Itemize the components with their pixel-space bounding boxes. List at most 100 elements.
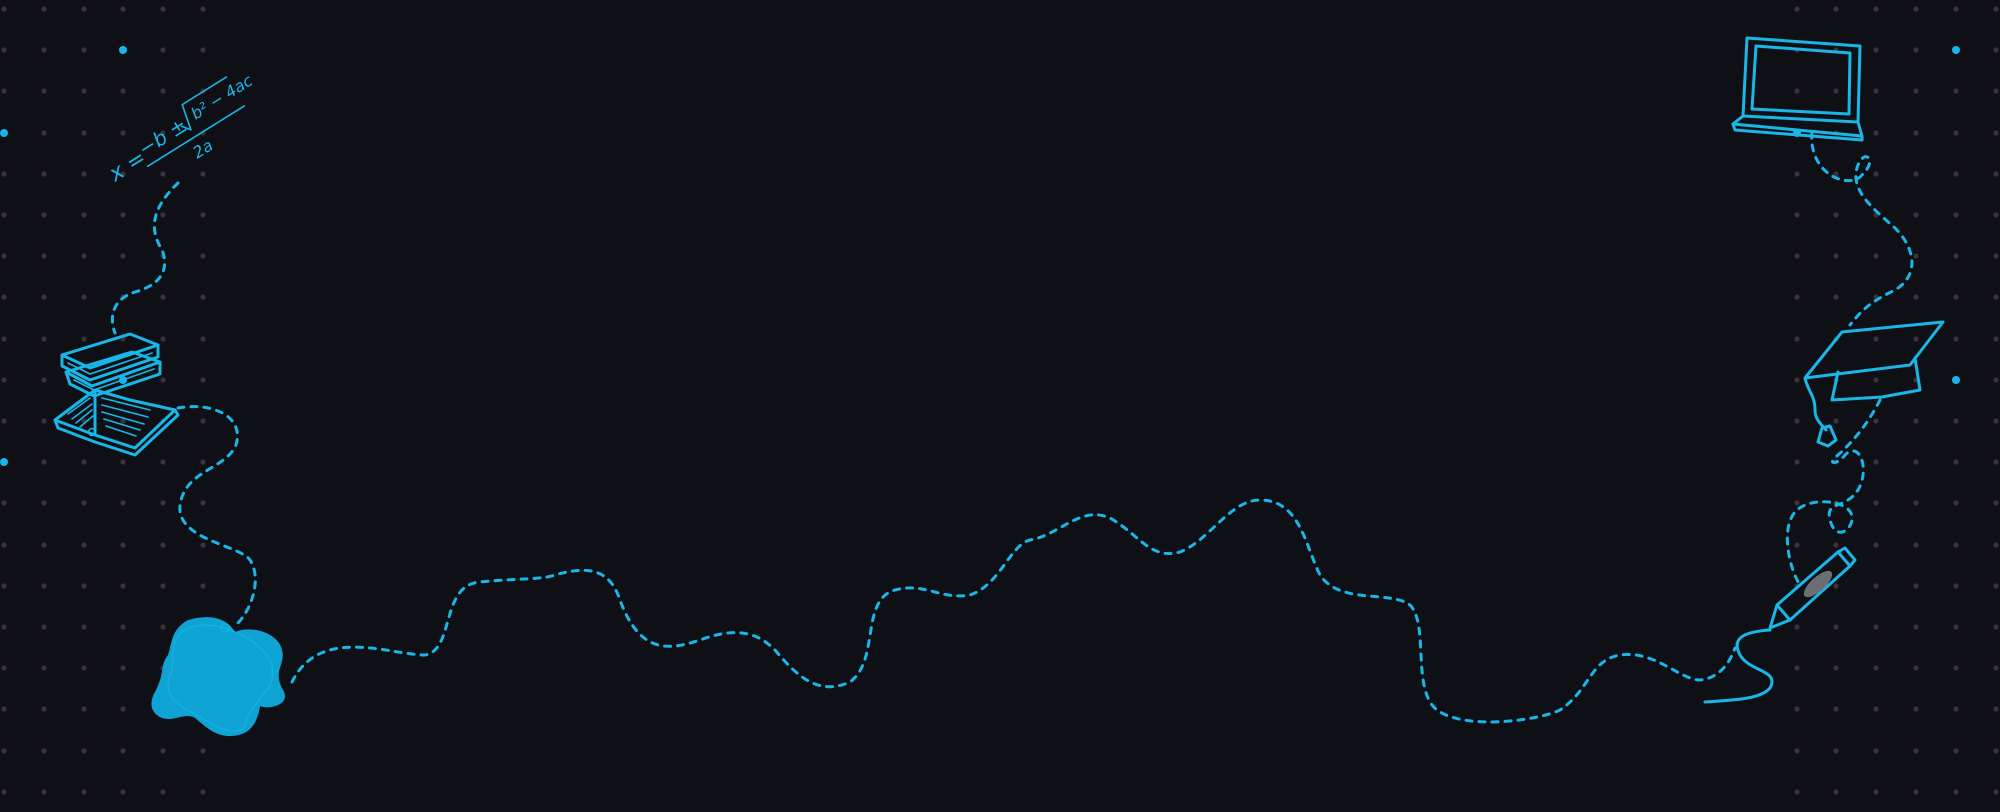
- grid-dot: [120, 88, 126, 94]
- grid-dot: [1953, 624, 1959, 630]
- grid-dot: [41, 212, 47, 218]
- stacked-books-icon: [60, 332, 162, 398]
- grid-dot: [1, 500, 7, 506]
- dashed-trail-formula-books: [111, 181, 180, 335]
- grid-dot: [1833, 789, 1839, 795]
- grid-dot: [160, 459, 166, 465]
- grid-dot: [160, 336, 166, 342]
- grid-dot: [1833, 542, 1839, 548]
- grid-dot: [1794, 624, 1800, 630]
- grid-dot: [41, 583, 47, 589]
- grid-dot: [1913, 212, 1919, 218]
- grid-dot: [200, 418, 206, 424]
- grid-dot: [1953, 748, 1959, 754]
- grid-dot: [200, 377, 206, 383]
- grid-dot: [1993, 789, 1999, 795]
- grid-dot: [1993, 47, 1999, 53]
- grid-dot: [1873, 130, 1879, 136]
- grid-dot: [1, 748, 7, 754]
- grid-dot: [1953, 6, 1959, 12]
- grid-dot-highlight: [0, 129, 8, 137]
- grid-dot: [1794, 665, 1800, 671]
- grid-dot: [1953, 706, 1959, 712]
- grid-dot: [160, 789, 166, 795]
- grid-dot: [1, 336, 7, 342]
- grid-dot: [1993, 624, 1999, 630]
- quadratic-formula-doodle: x = −b ± b² − 4ac 2a: [104, 71, 256, 188]
- grid-dot: [1, 706, 7, 712]
- grid-dot: [1913, 47, 1919, 53]
- grid-dot: [1873, 748, 1879, 754]
- grid-dot: [41, 500, 47, 506]
- grid-dot: [1953, 789, 1959, 795]
- grid-dot: [81, 789, 87, 795]
- grid-dot: [1913, 542, 1919, 548]
- grid-dot: [1833, 171, 1839, 177]
- grid-dot: [1993, 6, 1999, 12]
- grid-dot: [1913, 171, 1919, 177]
- grid-dot: [1993, 377, 1999, 383]
- grid-dot: [120, 500, 126, 506]
- grid-dot: [41, 6, 47, 12]
- crayon-icon: [1703, 546, 1857, 704]
- grid-dot: [1953, 171, 1959, 177]
- grid-dot: [1913, 459, 1919, 465]
- grid-dot: [1993, 500, 1999, 506]
- grid-dot: [120, 130, 126, 136]
- grid-dot: [41, 294, 47, 300]
- grid-dot: [1794, 748, 1800, 754]
- grid-dot: [1794, 171, 1800, 177]
- grid-dot: [120, 665, 126, 671]
- grid-dot: [200, 6, 206, 12]
- grid-dot: [1993, 542, 1999, 548]
- grid-dot: [81, 171, 87, 177]
- grid-dot: [200, 212, 206, 218]
- grid-dot: [1873, 418, 1879, 424]
- grid-dot: [1953, 665, 1959, 671]
- grid-dot: [1, 418, 7, 424]
- grid-dot: [81, 542, 87, 548]
- grid-dot: [1, 542, 7, 548]
- grid-dot: [160, 500, 166, 506]
- grid-dot: [81, 583, 87, 589]
- grid-dot: [1873, 6, 1879, 12]
- formula-radicand: b² − 4ac: [187, 71, 256, 124]
- grid-dot: [120, 418, 126, 424]
- grid-dot: [1913, 130, 1919, 136]
- grid-dot: [1913, 624, 1919, 630]
- formula-denominator: 2a: [189, 136, 216, 163]
- grid-dot: [41, 47, 47, 53]
- grid-dot: [200, 789, 206, 795]
- grid-dot: [1873, 542, 1879, 548]
- grid-dot: [1833, 294, 1839, 300]
- formula-fraction-bar: [146, 105, 246, 168]
- grid-dot: [81, 6, 87, 12]
- grid-dot: [1993, 418, 1999, 424]
- grid-dot: [1993, 665, 1999, 671]
- grid-dot: [1, 212, 7, 218]
- grid-dot: [1873, 789, 1879, 795]
- laptop-icon: [1731, 36, 1864, 142]
- grid-dot: [1794, 6, 1800, 12]
- grid-dot: [41, 336, 47, 342]
- grid-dot: [200, 253, 206, 259]
- grid-dot: [1953, 88, 1959, 94]
- grid-dot: [1873, 253, 1879, 259]
- grid-dot: [1873, 47, 1879, 53]
- grid-dot: [1993, 706, 1999, 712]
- grid-dot: [1833, 88, 1839, 94]
- grid-dot: [1833, 748, 1839, 754]
- grid-dot: [41, 789, 47, 795]
- grid-dot: [1993, 88, 1999, 94]
- grid-dot: [1953, 459, 1959, 465]
- grid-dot-highlight: [1952, 46, 1960, 54]
- grid-dot: [1, 583, 7, 589]
- grid-dot: [1953, 130, 1959, 136]
- grid-dot: [1, 377, 7, 383]
- grid-dot: [160, 624, 166, 630]
- grid-dot: [81, 336, 87, 342]
- grid-dot: [1913, 500, 1919, 506]
- grid-dot: [41, 542, 47, 548]
